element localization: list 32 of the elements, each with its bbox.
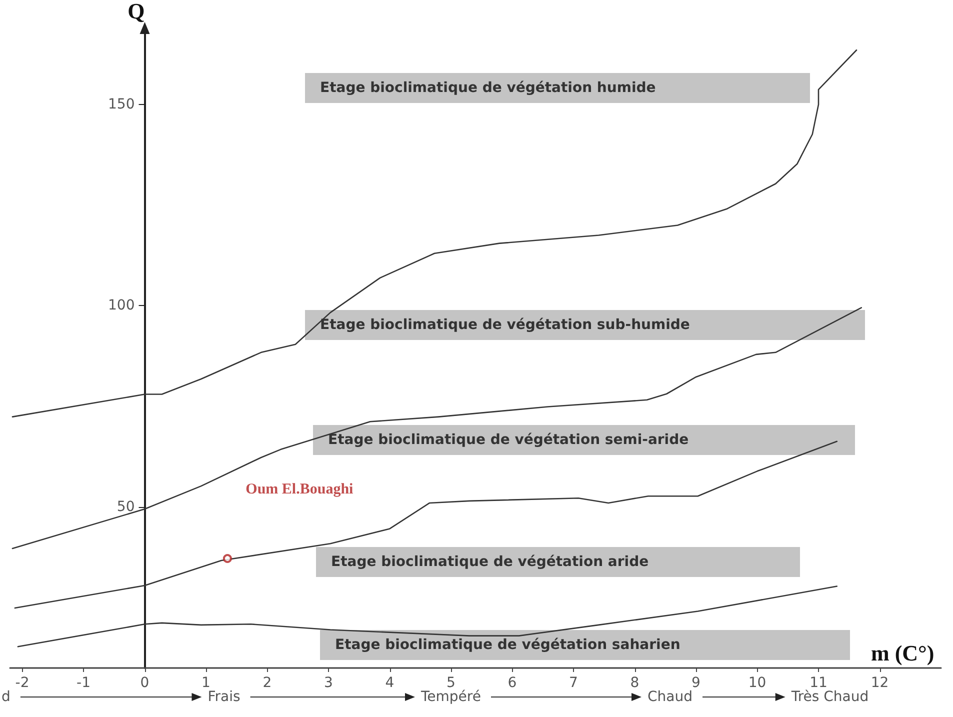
x-tick-label: 6 [508, 675, 517, 691]
y-tick-label: 50 [116, 498, 135, 515]
text: Frais [208, 689, 240, 705]
text: Tempéré [421, 689, 481, 705]
x-tick-label: 8 [630, 675, 640, 691]
x-tick-label: 0 [140, 675, 150, 691]
x-tick-label: 12 [870, 675, 889, 691]
text: Oum El.Bouaghi [246, 482, 354, 498]
x-tick-label: -1 [76, 675, 90, 691]
y-tick-label: 100 [108, 298, 135, 314]
x-tick-label: 5 [446, 675, 456, 691]
x-tick-label: 9 [692, 675, 700, 691]
x-tick-label: 10 [748, 675, 766, 691]
x-tick-label: 2 [262, 675, 272, 691]
x-tick-label: 11 [810, 675, 828, 691]
x-tick-label: 1 [202, 675, 210, 691]
annotation: Etage bioclimatique de végétation sub-humide [320, 316, 690, 335]
x-tick-label: 7 [569, 675, 578, 691]
x-tick-label: 4 [385, 675, 394, 691]
line-series [12, 49, 858, 418]
annotation: Etage bioclimatique de végétation humide [320, 79, 656, 98]
x-tick-label: -2 [15, 675, 30, 691]
text: d [2, 689, 10, 705]
annotation: Etage bioclimatique de végétation saharien [335, 636, 680, 655]
text: Chaud [648, 689, 692, 705]
x-tick-label: 3 [324, 675, 333, 691]
annotation: Etage bioclimatique de végétation semi-aride [328, 431, 689, 450]
y-tick-label: 150 [108, 96, 135, 112]
text: Très Chaud [791, 689, 869, 705]
annotation: Etage bioclimatique de végétation aride [331, 553, 649, 572]
x-axis-title: m (C°) [871, 640, 934, 666]
y-axis-title: Q [128, 0, 145, 24]
